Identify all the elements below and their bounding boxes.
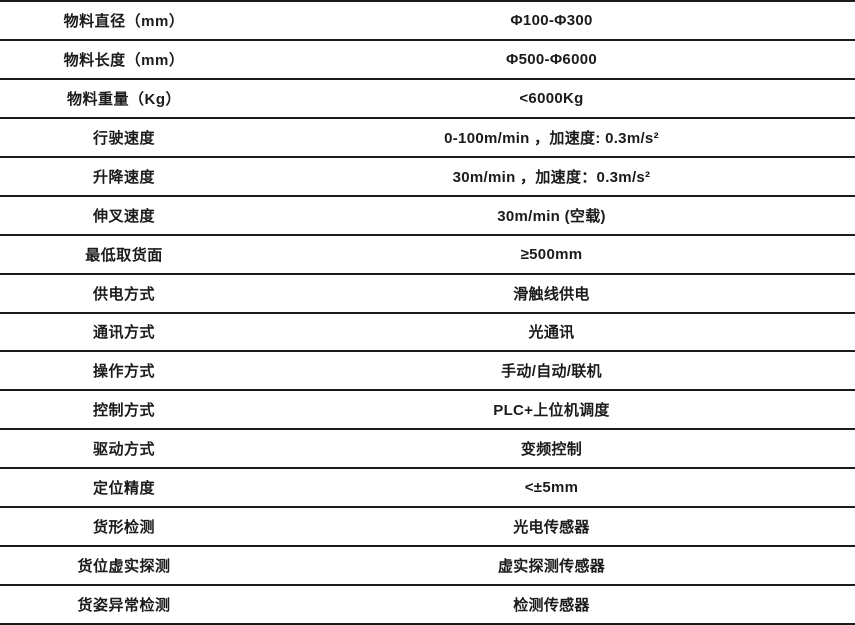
table-row: 货位虚实探测 虚实探测传感器 xyxy=(0,547,855,587)
spec-label: 伸叉速度 xyxy=(92,207,155,225)
spec-label: 供电方式 xyxy=(92,285,155,303)
spec-label: 最低取货面 xyxy=(85,246,163,264)
table-row: 物料直径（mm） Φ100-Φ300 xyxy=(0,2,855,41)
spec-label: 驱动方式 xyxy=(92,441,155,459)
spec-value: 手动/自动/联机 xyxy=(501,363,602,381)
spec-value: PLC+上位机调度 xyxy=(493,402,610,420)
spec-label: 通讯方式 xyxy=(92,324,155,342)
spec-label: 物料直径（mm） xyxy=(63,12,185,30)
spec-value: 检测传感器 xyxy=(513,597,590,615)
spec-value: <±5mm xyxy=(524,479,579,497)
table-row: 通讯方式 光通讯 xyxy=(0,314,855,353)
table-row: 物料重量（Kg） <6000Kg xyxy=(0,80,855,119)
table-row: 驱动方式 变频控制 xyxy=(0,430,855,470)
table-row: 伸叉速度 30m/min (空载) xyxy=(0,197,855,236)
spec-label: 升降速度 xyxy=(92,168,155,186)
spec-value: 滑触线供电 xyxy=(513,285,590,303)
spec-value: 光电传感器 xyxy=(513,519,590,537)
spec-label: 货形检测 xyxy=(92,519,155,537)
spec-value: 光通讯 xyxy=(528,324,575,342)
table-row: 货姿异常检测 检测传感器 xyxy=(0,586,855,625)
spec-label: 货姿异常检测 xyxy=(77,597,171,615)
spec-label: 定位精度 xyxy=(92,480,155,498)
spec-label: 货位虚实探测 xyxy=(77,558,171,576)
spec-value: ≥500mm xyxy=(520,245,583,263)
spec-value: 0-100m/min ，加速度: 0.3m/s² xyxy=(444,129,659,147)
spec-label: 物料长度（mm） xyxy=(63,51,185,69)
table-row: 行驶速度 0-100m/min ，加速度: 0.3m/s² xyxy=(0,119,855,158)
table-row: 升降速度 30m/min ，加速度：0.3m/s² xyxy=(0,158,855,197)
spec-value: 虚实探测传感器 xyxy=(497,558,606,576)
table-row: 定位精度 <±5mm xyxy=(0,469,855,509)
spec-label: 操作方式 xyxy=(92,363,155,381)
spec-value: 30m/min ，加速度：0.3m/s² xyxy=(452,168,651,186)
spec-label: 行驶速度 xyxy=(92,129,155,147)
spec-value: 变频控制 xyxy=(520,441,583,459)
spec-value: Φ100-Φ300 xyxy=(510,11,593,29)
spec-value: <6000Kg xyxy=(519,89,584,107)
table-row: 货形检测 光电传感器 xyxy=(0,508,855,548)
table-row: 操作方式 手动/自动/联机 xyxy=(0,352,855,392)
table-row: 供电方式 滑触线供电 xyxy=(0,275,855,314)
table-row: 控制方式 PLC+上位机调度 xyxy=(0,391,855,431)
table-row: 物料长度（mm） Φ500-Φ6000 xyxy=(0,41,855,80)
spec-label: 物料重量（Kg） xyxy=(67,90,181,108)
spec-value: 30m/min (空载) xyxy=(497,207,606,225)
table-row: 最低取货面 ≥500mm xyxy=(0,236,855,275)
spec-label: 控制方式 xyxy=(92,402,155,420)
spec-value: Φ500-Φ6000 xyxy=(505,50,597,68)
